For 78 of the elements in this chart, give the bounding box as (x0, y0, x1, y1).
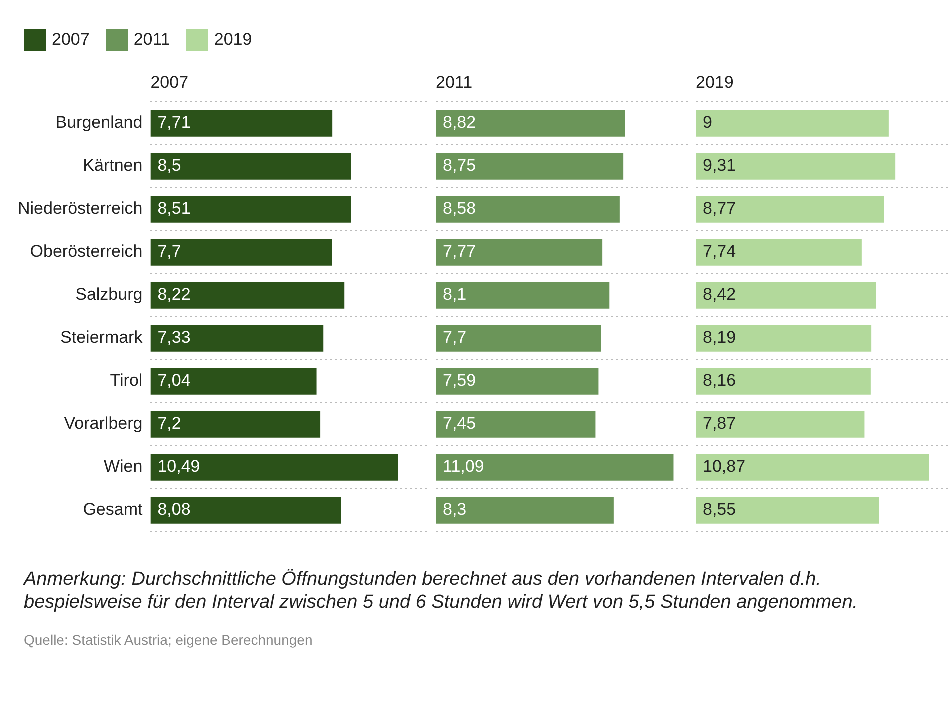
bar (696, 497, 880, 524)
bar (150, 454, 398, 481)
bar (436, 196, 620, 223)
data-label: 9 (703, 113, 712, 132)
data-label: 7,04 (158, 371, 191, 390)
data-label: 7,7 (158, 242, 182, 262)
bar (696, 325, 872, 352)
y-tick-label: Niederösterreich (18, 199, 143, 218)
data-label: 8,42 (703, 285, 736, 304)
y-tick-label: Steiermark (60, 328, 144, 348)
bar (696, 153, 896, 180)
data-label: 8,3 (443, 500, 467, 520)
bar (696, 110, 889, 137)
y-tick-label: Salzburg (76, 285, 143, 304)
bar (436, 454, 674, 481)
data-label: 8,75 (443, 156, 476, 176)
data-label: 7,74 (703, 242, 736, 262)
legend-label: 2007 (52, 30, 90, 50)
chart-title: 2011 (436, 73, 473, 92)
legend-label: 2011 (134, 30, 170, 50)
bar (150, 411, 321, 438)
y-tick-label: Gesamt (83, 500, 143, 520)
bar (696, 282, 876, 309)
bar (150, 110, 333, 137)
data-label: 7,45 (443, 414, 476, 434)
bar (150, 325, 324, 352)
data-label: 8,19 (703, 328, 736, 348)
data-label: 7,33 (158, 328, 191, 348)
bar (436, 411, 596, 438)
bar (150, 196, 352, 223)
data-label: 8,77 (703, 199, 736, 218)
y-tick-label: Oberösterreich (30, 242, 143, 262)
source-note: Quelle: Statistik Austria; eigene Berechnungen (24, 632, 314, 648)
data-label: 8,16 (703, 371, 736, 390)
bar (150, 282, 345, 309)
legend-label: 2019 (214, 30, 252, 50)
data-label: 11,09 (443, 457, 484, 476)
bar (436, 497, 614, 524)
y-tick-label: Kärtnen (83, 156, 143, 176)
bar (696, 196, 884, 223)
data-label: 8,58 (443, 199, 476, 218)
data-label: 8,55 (703, 500, 736, 520)
data-label: 8,82 (443, 113, 476, 132)
data-label: 8,08 (158, 500, 191, 520)
y-tick-label: Burgenland (56, 113, 143, 132)
data-label: 8,5 (158, 156, 182, 176)
bar (436, 110, 626, 137)
bar (150, 153, 352, 180)
bar (150, 368, 317, 395)
bar (696, 368, 871, 395)
data-label: 8,51 (158, 199, 191, 218)
data-label: 7,87 (703, 414, 736, 434)
text: Anmerkung: Durchschnittliche Öffnungstunden berechnet aus den vorhandenen Intervalen d.h. bespielsweise für den Interval zwischen 5 und 6 Stunden wird Wert von 5,5 Stunden angenommen. (24, 568, 860, 614)
chart-title: 2019 (696, 73, 734, 92)
bar (436, 368, 599, 395)
y-tick-label: Tirol (110, 371, 143, 390)
data-label: 7,2 (158, 414, 182, 434)
data-label: 7,59 (443, 371, 476, 390)
data-label: 7,71 (158, 113, 191, 132)
bar (436, 153, 624, 180)
bar (150, 497, 342, 524)
data-label: 10,87 (703, 457, 746, 476)
bar (696, 454, 930, 481)
data-label: 8,1 (443, 285, 467, 304)
y-tick-label: Wien (104, 457, 143, 476)
data-label: 10,49 (158, 457, 200, 476)
bar (696, 239, 862, 266)
data-label: 7,77 (443, 242, 476, 262)
data-label: 7,7 (443, 328, 467, 348)
bar (696, 411, 865, 438)
y-tick-label: Vorarlberg (64, 414, 143, 434)
data-label: 8,22 (158, 285, 191, 304)
bar (436, 239, 603, 266)
data-label: 9,31 (703, 156, 736, 176)
chart-title: 2007 (150, 73, 189, 92)
bar (436, 282, 610, 309)
bar (436, 325, 602, 352)
bar (150, 239, 332, 266)
